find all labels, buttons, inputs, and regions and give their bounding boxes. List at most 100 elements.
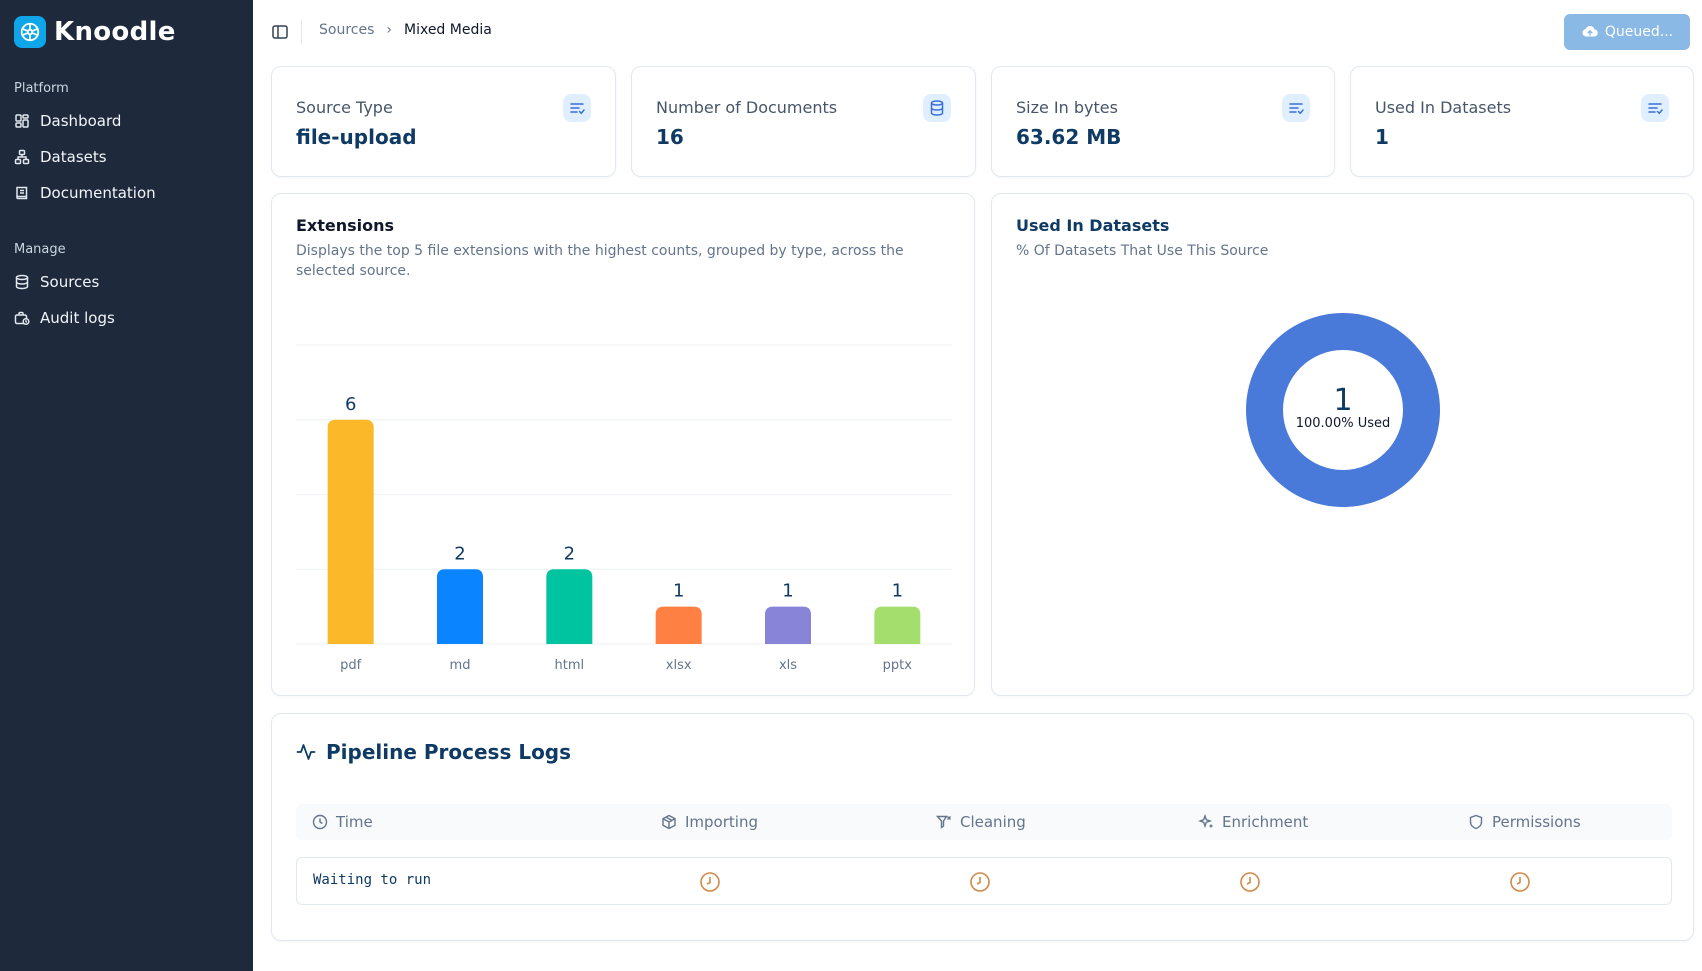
sidebar-item-sources[interactable]: Sources	[14, 269, 99, 295]
stat-value: 1	[1375, 125, 1389, 149]
queued-button[interactable]: Queued...	[1564, 14, 1690, 50]
pending-clock-icon	[1240, 872, 1260, 892]
donut-slice-used	[1246, 312, 1440, 508]
stat-value: file-upload	[296, 125, 417, 149]
header-divider	[301, 20, 302, 44]
bar-value-label: 1	[892, 581, 903, 602]
bar-value-label: 2	[564, 543, 575, 564]
book-icon	[16, 186, 28, 200]
package-icon	[662, 814, 676, 830]
column-time[interactable]: Time	[312, 813, 373, 831]
brand[interactable]: Knoodle	[14, 16, 176, 48]
queued-button-label: Queued...	[1604, 24, 1674, 40]
column-enrichment[interactable]: Enrichment	[1198, 813, 1308, 831]
extensions-description: Displays the top 5 file extensions with …	[296, 241, 904, 281]
nav-group-manage: Manage	[14, 242, 66, 257]
stat-label: Source Type	[296, 98, 393, 117]
column-importing[interactable]: Importing	[661, 813, 758, 831]
datasets-icon	[14, 149, 30, 165]
bar-html	[546, 569, 593, 644]
sidebar-item-label: Dashboard	[40, 112, 122, 130]
donut-center-label: 100.00% Used	[1296, 416, 1391, 431]
clock-icon	[312, 814, 328, 830]
sidebar-item-label: Datasets	[40, 148, 107, 166]
pipeline-logs-title: Pipeline Process Logs	[326, 740, 572, 764]
cloud-upload-icon	[1582, 25, 1598, 37]
logs-table-header: Time Importing Cleaning Enrichment Permi…	[296, 804, 1672, 840]
bar-pdf	[327, 419, 374, 644]
bar-xls	[765, 606, 811, 644]
donut-center-value: 1	[1333, 383, 1352, 418]
stat-value: 16	[656, 125, 684, 149]
sidebar-toggle-icon[interactable]	[270, 22, 290, 42]
shield-icon	[1469, 814, 1483, 830]
usage-title: Used In Datasets	[1016, 216, 1170, 235]
stat-label: Number of Documents	[656, 98, 838, 117]
chevron-right-icon: ›	[386, 22, 392, 38]
stat-card-used-in-datasets: Used In Datasets 1	[1350, 66, 1694, 177]
column-label: Time	[336, 813, 373, 831]
sparkles-icon	[1198, 814, 1213, 829]
x-tick-label: xlsx	[666, 658, 692, 673]
breadcrumb: Sources › Mixed Media	[319, 22, 492, 38]
sidebar-item-label: Sources	[40, 273, 100, 291]
list-check-icon	[563, 94, 591, 122]
database-icon	[923, 94, 951, 122]
pending-clock-icon	[700, 872, 720, 892]
list-check-icon	[1282, 94, 1310, 122]
breadcrumb-sources[interactable]: Sources	[319, 22, 375, 38]
audit-icon	[14, 311, 30, 326]
stat-label: Size In bytes	[1016, 98, 1118, 117]
usage-donut-chart: 1 100.00% Used	[1246, 312, 1440, 508]
sidebar-item-datasets[interactable]: Datasets	[14, 144, 107, 170]
bar-md	[437, 569, 483, 644]
bar-xlsx	[655, 606, 702, 644]
column-cleaning[interactable]: Cleaning	[936, 813, 1026, 831]
sidebar-item-dashboard[interactable]: Dashboard	[14, 108, 121, 134]
dashboard-icon	[15, 114, 29, 128]
breadcrumb-current: Mixed Media	[404, 22, 492, 38]
x-tick-label: html	[555, 658, 585, 673]
stat-value: 63.62 MB	[1016, 125, 1122, 149]
stat-card-size: Size In bytes 63.62 MB	[991, 66, 1335, 177]
x-tick-label: pdf	[340, 658, 362, 673]
x-tick-label: md	[450, 658, 471, 673]
sidebar-item-audit-logs[interactable]: Audit logs	[14, 305, 115, 331]
sidebar: Knoodle Platform Dashboard Datasets Docu…	[0, 0, 253, 971]
filter-x-icon	[936, 815, 951, 829]
header: Sources › Mixed Media Queued...	[253, 0, 1702, 64]
brand-name: Knoodle	[54, 17, 176, 47]
pending-clock-icon	[970, 872, 990, 892]
pending-clock-icon	[1510, 872, 1530, 892]
bar-value-label: 2	[454, 543, 465, 564]
table-row: Waiting to run	[296, 857, 1672, 905]
extensions-card: Extensions Displays the top 5 file exten…	[271, 193, 975, 696]
sidebar-item-documentation[interactable]: Documentation	[14, 180, 156, 206]
bar-value-label: 1	[782, 581, 793, 602]
stat-card-source-type: Source Type file-upload	[271, 66, 616, 177]
nav-group-platform: Platform	[14, 81, 69, 96]
column-label: Importing	[685, 813, 758, 831]
extensions-bar-chart: 6 pdf 2 md 2 html 1 xlsx 1 xls 1 pptx	[296, 344, 952, 673]
database-icon	[15, 274, 29, 290]
usage-card: Used In Datasets % Of Datasets That Use …	[991, 193, 1694, 696]
log-time: Waiting to run	[313, 872, 432, 888]
bar-pptx	[874, 606, 921, 644]
extensions-description-line: Displays the top 5 file extensions with …	[296, 243, 904, 259]
column-label: Permissions	[1492, 813, 1581, 831]
pipeline-logs-header: Pipeline Process Logs	[296, 740, 571, 764]
stat-card-documents: Number of Documents 16	[631, 66, 976, 177]
column-label: Enrichment	[1222, 813, 1309, 831]
extensions-title: Extensions	[296, 216, 395, 235]
extensions-description-line: selected source.	[296, 263, 411, 279]
sidebar-item-label: Audit logs	[40, 309, 115, 327]
stat-label: Used In Datasets	[1375, 98, 1512, 117]
column-permissions[interactable]: Permissions	[1468, 813, 1581, 831]
pipeline-logs-card: Pipeline Process Logs Time Importing Cle…	[271, 713, 1694, 941]
brain-logo-icon	[14, 16, 46, 48]
x-tick-label: pptx	[883, 658, 913, 673]
sidebar-item-label: Documentation	[40, 184, 156, 202]
bar-value-label: 6	[345, 394, 356, 415]
list-check-icon	[1641, 94, 1669, 122]
column-label: Cleaning	[960, 813, 1026, 831]
